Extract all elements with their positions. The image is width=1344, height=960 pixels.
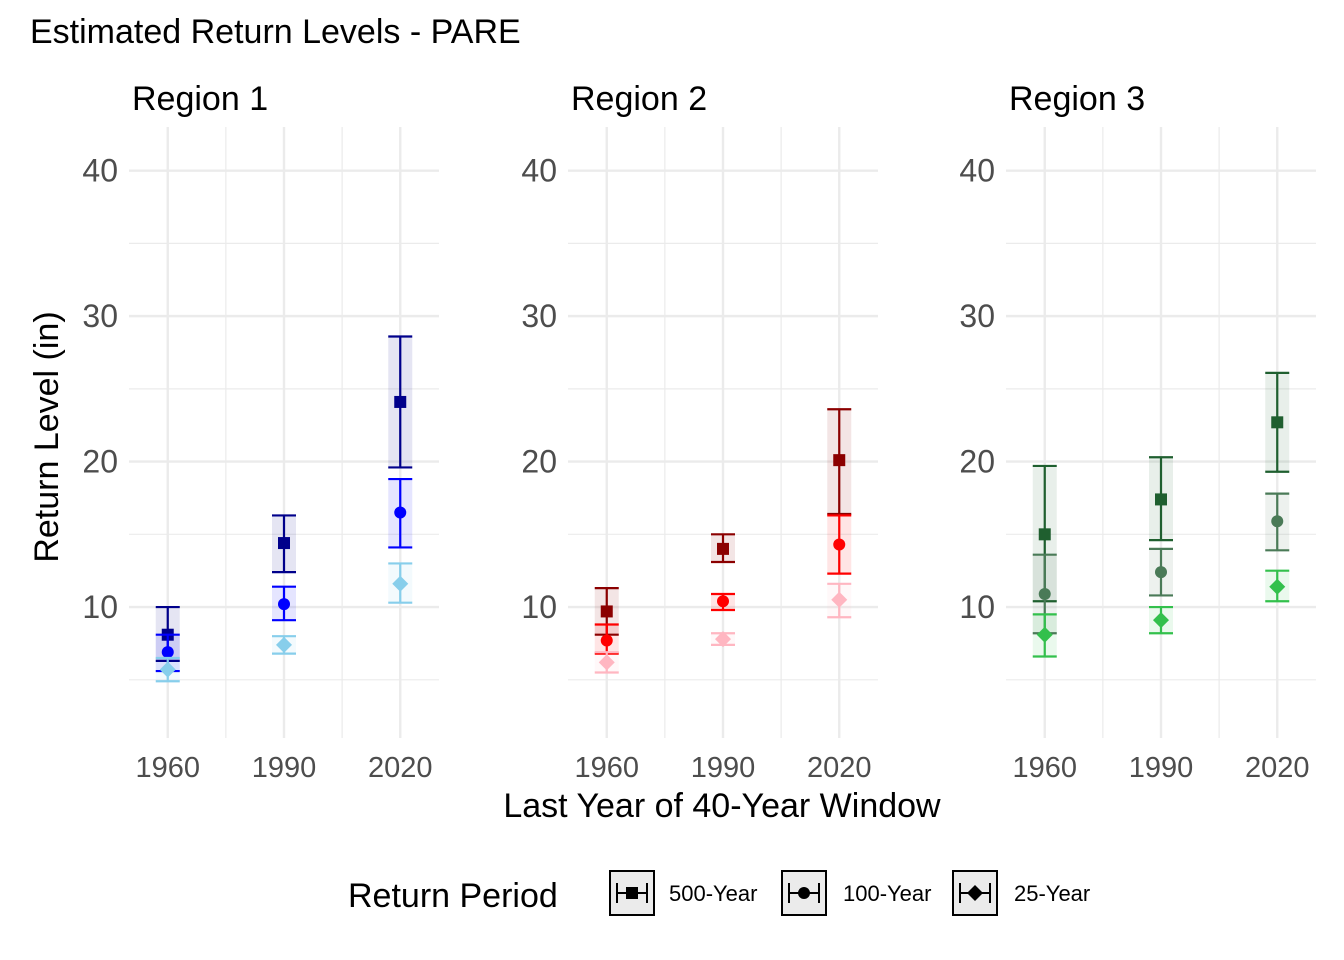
legend-key-25-year bbox=[952, 870, 998, 916]
y-axis-label: Return Level (in) bbox=[28, 311, 66, 562]
point-100-year bbox=[1038, 587, 1051, 600]
point-100-year bbox=[600, 634, 613, 647]
y-tick-label: 30 bbox=[959, 298, 995, 334]
x-axis-label: Last Year of 40-Year Window bbox=[503, 787, 941, 825]
point-25-year bbox=[598, 654, 615, 671]
y-tick-label: 10 bbox=[521, 589, 557, 625]
y-tick-label: 40 bbox=[82, 153, 118, 189]
point-25-year bbox=[1269, 578, 1286, 595]
point-500-year bbox=[394, 395, 407, 408]
point-500-year bbox=[1155, 493, 1167, 506]
legend-label: 500-Year bbox=[669, 881, 757, 906]
legend-diamond-marker bbox=[967, 885, 983, 901]
legend-key-100-year bbox=[781, 870, 827, 916]
y-tick-label: 20 bbox=[82, 444, 118, 480]
x-tick-label: 2020 bbox=[368, 752, 433, 784]
x-tick-label: 1990 bbox=[1129, 752, 1194, 784]
point-500-year bbox=[600, 605, 613, 618]
point-500-year bbox=[278, 537, 290, 550]
panel-title: Region 3 bbox=[1009, 80, 1145, 118]
point-25-year bbox=[1036, 626, 1053, 643]
panel-region-2: Region 2 10 20 30 40 1960 1990 2020 bbox=[521, 80, 878, 784]
point-500-year bbox=[833, 454, 846, 467]
point-500-year bbox=[1271, 416, 1284, 429]
legend-title: Return Period bbox=[348, 877, 558, 915]
point-100-year bbox=[1155, 566, 1167, 579]
legend: Return Period 500-Year 100-Year 25-Year bbox=[348, 870, 1090, 916]
x-tick-label: 2020 bbox=[1245, 752, 1310, 784]
y-tick-label: 20 bbox=[959, 444, 995, 480]
point-25-year bbox=[159, 661, 176, 678]
point-25-year bbox=[276, 636, 292, 653]
point-100-year bbox=[394, 506, 407, 519]
y-tick-label: 40 bbox=[959, 153, 995, 189]
point-100-year bbox=[278, 598, 290, 611]
legend-label: 25-Year bbox=[1014, 881, 1090, 906]
point-500-year bbox=[717, 542, 729, 555]
x-tick-label: 1960 bbox=[574, 752, 639, 784]
legend-key-500-year bbox=[609, 870, 655, 916]
y-tick-label: 20 bbox=[521, 444, 557, 480]
y-tick-label: 10 bbox=[82, 589, 118, 625]
x-tick-label: 1960 bbox=[135, 752, 200, 784]
x-tick-label: 1990 bbox=[252, 752, 317, 784]
panel-title: Region 2 bbox=[571, 80, 707, 118]
y-tick-label: 30 bbox=[82, 298, 118, 334]
point-500-year bbox=[1038, 528, 1051, 541]
point-25-year bbox=[392, 575, 409, 592]
legend-label: 100-Year bbox=[843, 881, 931, 906]
legend-circle-marker bbox=[798, 887, 810, 899]
y-tick-label: 40 bbox=[521, 153, 557, 189]
x-tick-label: 1960 bbox=[1012, 752, 1077, 784]
point-100-year bbox=[161, 646, 174, 659]
point-25-year bbox=[715, 631, 731, 648]
y-tick-label: 10 bbox=[959, 589, 995, 625]
point-25-year bbox=[831, 591, 848, 608]
panel-region-3: Region 3 10 20 30 40 1960 1990 2020 bbox=[959, 80, 1316, 784]
panel-title: Region 1 bbox=[132, 80, 268, 118]
point-100-year bbox=[1271, 515, 1284, 528]
y-tick-label: 30 bbox=[521, 298, 557, 334]
point-100-year bbox=[833, 538, 846, 551]
legend-square-marker bbox=[626, 887, 638, 899]
point-25-year bbox=[1153, 612, 1169, 629]
x-tick-label: 2020 bbox=[807, 752, 872, 784]
chart-title: Estimated Return Levels - PARE bbox=[30, 13, 521, 51]
panel-region-1: Region 1 10 20 30 40 1960 1990 2020 bbox=[82, 80, 439, 784]
point-100-year bbox=[717, 595, 729, 608]
x-tick-label: 1990 bbox=[691, 752, 756, 784]
